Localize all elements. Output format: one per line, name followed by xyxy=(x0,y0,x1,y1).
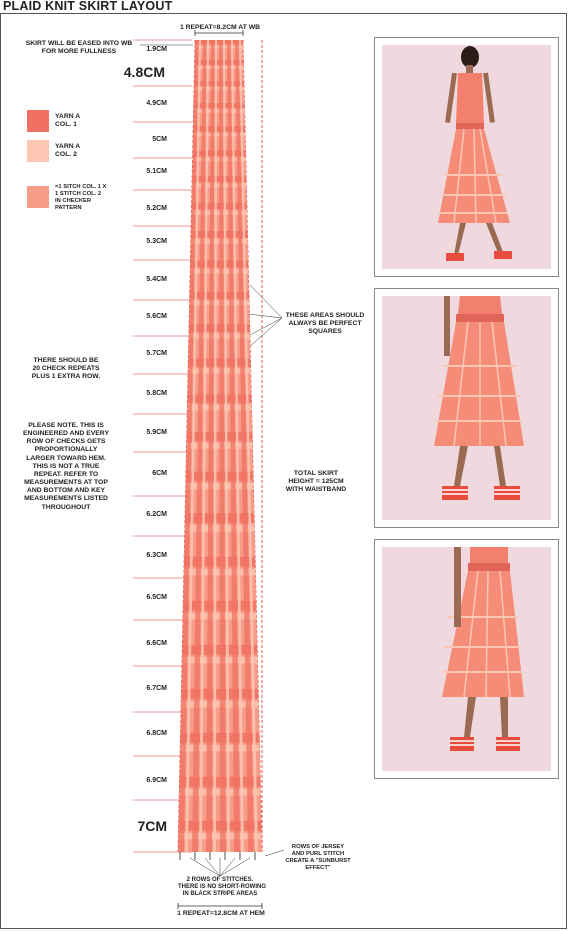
measurement-label: 6.9CM xyxy=(146,777,167,784)
checker-swatch xyxy=(27,186,49,208)
stripe-note: 2 ROWS OF STITCHES. THERE IS NO SHORT-ROW… xyxy=(178,877,267,898)
plaid-stripe-col1 xyxy=(219,40,226,852)
measurement-label: 5.3CM xyxy=(146,238,167,245)
layout-frame xyxy=(0,13,567,929)
plaid-stripe-col2 xyxy=(185,40,201,852)
measurement-label: 5.6CM xyxy=(146,313,167,320)
model-photo-back xyxy=(374,539,559,779)
plaid-stripe-col2 xyxy=(213,40,217,852)
measurement-label: 5.7CM xyxy=(146,350,167,357)
plaid-skirt-panel xyxy=(178,40,262,860)
measurement-label: 5.8CM xyxy=(146,390,167,397)
plaid-stripe-col1 xyxy=(206,40,215,852)
measurement-label: 5CM xyxy=(152,136,167,143)
measurement-label: 1.9CM xyxy=(146,46,167,53)
plaid-stripe-col1 xyxy=(178,40,199,852)
measurement-label: 6.6CM xyxy=(146,640,167,647)
plaid-stripe-col1 xyxy=(227,40,240,852)
plaid-stripe-col2 xyxy=(223,40,230,852)
bottom-measurement: 7CM xyxy=(137,818,167,834)
measurement-label: 4.9CM xyxy=(146,100,167,107)
bottom-repeat-label: 1 REPEAT=12.8CM AT HEM xyxy=(177,910,265,917)
top-repeat-label: 1 REPEAT=8.2CM AT WB xyxy=(179,24,261,31)
measurement-label: 6.3CM xyxy=(146,552,167,559)
height-note: TOTAL SKIRT HEIGHT = 125CM WITH WAISTBAND xyxy=(285,470,347,494)
stitch-note: ROWS OF JERSEY AND PURL STITCH CREATE A "S… xyxy=(285,844,351,871)
model-side-illustration xyxy=(434,296,524,500)
col2-swatch xyxy=(27,140,49,162)
measurement-label: 6.8CM xyxy=(146,730,167,737)
measurement-label: 5.2CM xyxy=(146,205,167,212)
measurement-label: 6.2CM xyxy=(146,511,167,518)
col1-swatch xyxy=(27,110,49,132)
plaid-stripe-col1 xyxy=(192,40,207,852)
plaid-stripe-col2 xyxy=(239,40,258,852)
measurement-label: 6.5CM xyxy=(146,594,167,601)
plaid-stripe-col1 xyxy=(235,40,254,852)
measurement-label: 5.1CM xyxy=(146,168,167,175)
measurement-label: 5.4CM xyxy=(146,276,167,283)
plaid-stripe-col2 xyxy=(231,40,244,852)
top-measurement: 4.8CM xyxy=(123,64,165,80)
engineering-note: PLEASE NOTE. THIS IS ENGINEERED AND EVERY… xyxy=(23,422,109,511)
col1-label: YARN A COL. 1 xyxy=(55,113,81,129)
repeats-note: THERE SHOULD BE 20 CHECK REPEATS PLUS 1 EX… xyxy=(31,357,101,381)
measurement-label: 6CM xyxy=(152,470,167,477)
model-photo-front xyxy=(374,37,559,277)
model-back-illustration xyxy=(442,547,524,751)
measurement-label: 5.9CM xyxy=(146,429,167,436)
ease-note: SKIRT WILL BE EASED INTO WB FOR MORE FULL… xyxy=(25,40,133,56)
measurement-label: 6.7CM xyxy=(146,685,167,692)
plaid-stripe-col2 xyxy=(199,40,209,852)
page-title: PLAID KNIT SKIRT LAYOUT xyxy=(3,0,173,13)
col2-label: YARN A COL. 2 xyxy=(55,143,81,159)
model-photo-side xyxy=(374,288,559,528)
model-front-illustration xyxy=(438,46,512,261)
squares-note: THESE AREAS SHOULD ALWAYS BE PERFECT SQUAR… xyxy=(285,312,365,336)
